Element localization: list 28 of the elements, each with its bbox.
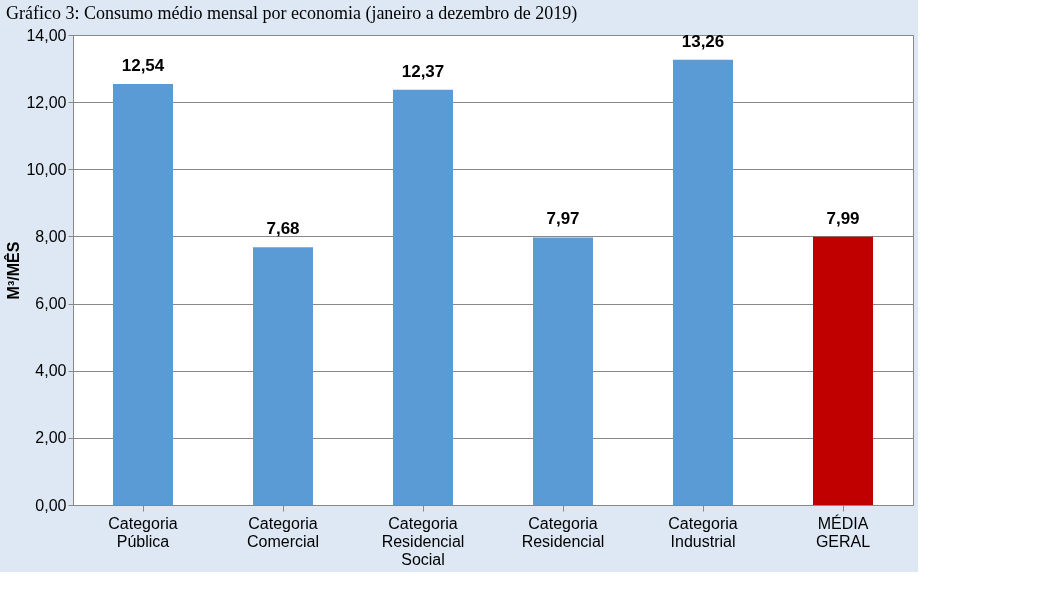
- x-tick-label: Categoria Residencial: [521, 514, 605, 550]
- bar: [393, 89, 453, 505]
- chart-title: Gráfico 3: Consumo médio mensal por economia (janeiro a dezembro de 2019): [5, 3, 578, 24]
- y-tick-label: 10,00: [26, 160, 67, 178]
- y-tick-label: 2,00: [35, 429, 67, 447]
- data-label: 13,26: [681, 31, 725, 51]
- y-tick-label: 4,00: [35, 362, 67, 380]
- bar: [533, 237, 593, 505]
- bar: [673, 59, 733, 505]
- data-label: 12,37: [401, 61, 445, 81]
- x-tick-label: Categoria Industrial: [668, 514, 738, 550]
- y-tick-label: 0,00: [35, 496, 67, 514]
- y-tick-label: 8,00: [35, 227, 67, 245]
- y-tick-label: 14,00: [26, 26, 67, 44]
- data-label: 12,54: [121, 56, 165, 76]
- x-tick-label: MÉDIA GERAL: [815, 513, 871, 550]
- data-label: 7,97: [546, 209, 580, 229]
- y-tick-label: 6,00: [35, 295, 67, 313]
- bar: [113, 84, 173, 505]
- y-axis-title: M³/MÊS: [4, 241, 23, 300]
- x-tick-label: Categoria Residencial Social: [381, 514, 465, 568]
- y-tick-label: 12,00: [26, 93, 67, 111]
- data-label: 7,68: [266, 219, 300, 239]
- x-tick-label: Categoria Pública: [108, 514, 178, 550]
- bar: [813, 236, 873, 505]
- data-label: 7,99: [826, 208, 860, 228]
- x-tick-label: Categoria Comercial: [246, 514, 320, 550]
- bar: [253, 247, 313, 505]
